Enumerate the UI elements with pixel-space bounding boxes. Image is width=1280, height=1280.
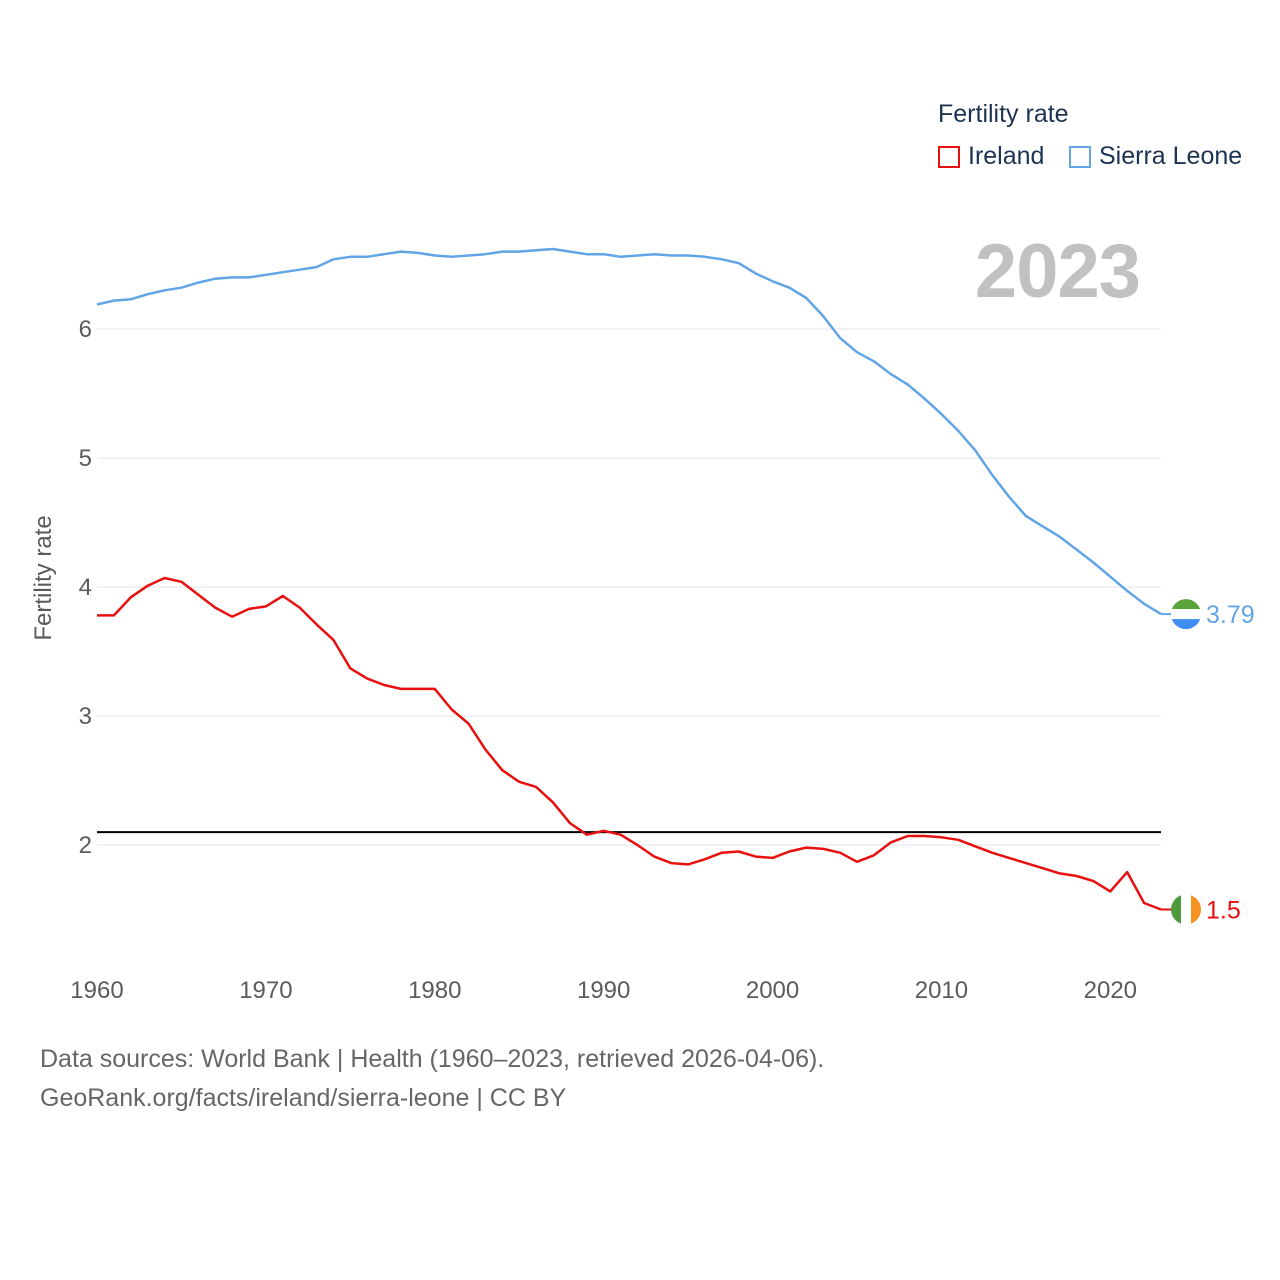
x-tick-label: 2020 — [1084, 977, 1137, 1004]
attribution-link[interactable]: GeoRank.org/facts/ireland/sierra-leone |… — [40, 1084, 567, 1112]
gridlines — [97, 328, 1161, 846]
series-lines — [96, 247, 1172, 911]
legend-item-sierra-leone[interactable]: Sierra Leone — [1069, 142, 1242, 171]
legend-label-sierra-leone: Sierra Leone — [1099, 142, 1243, 170]
sierra-leone-flag-icon — [1171, 599, 1201, 630]
y-tick-label: 6 — [79, 316, 92, 343]
sierra-leone-end-value: 3.79 — [1206, 601, 1255, 629]
series-line-sierra-leone — [96, 247, 1162, 616]
y-tick-label: 5 — [79, 445, 92, 472]
x-axis-ticks: 1960 1970 1980 1990 2000 2010 2020 — [70, 977, 1137, 1004]
y-tick-label: 4 — [79, 574, 92, 601]
legend-item-ireland[interactable]: Ireland — [938, 142, 1044, 171]
y-axis-ticks: 2 3 4 5 6 — [79, 316, 92, 859]
legend-title: Fertility rate — [938, 100, 1069, 128]
y-tick-label: 2 — [79, 832, 92, 859]
year-label: 2023 — [974, 229, 1141, 314]
sierra-leone-swatch — [1069, 145, 1091, 168]
x-tick-label: 1960 — [70, 977, 123, 1004]
y-axis-label: Fertility rate — [30, 515, 57, 640]
ireland-flag-icon — [1171, 894, 1201, 925]
legend-label-ireland: Ireland — [968, 142, 1045, 170]
x-tick-label: 1980 — [408, 977, 461, 1004]
x-tick-label: 2010 — [915, 977, 968, 1004]
x-tick-label: 1990 — [577, 977, 630, 1004]
ireland-swatch — [938, 145, 960, 168]
x-tick-label: 1970 — [239, 977, 292, 1004]
x-tick-label: 2000 — [746, 977, 799, 1004]
y-tick-label: 3 — [79, 703, 92, 730]
series-line-ireland — [97, 576, 1162, 911]
ireland-end-value: 1.5 — [1206, 897, 1241, 925]
data-source-text: Data sources: World Bank | Health (1960–… — [40, 1045, 825, 1073]
